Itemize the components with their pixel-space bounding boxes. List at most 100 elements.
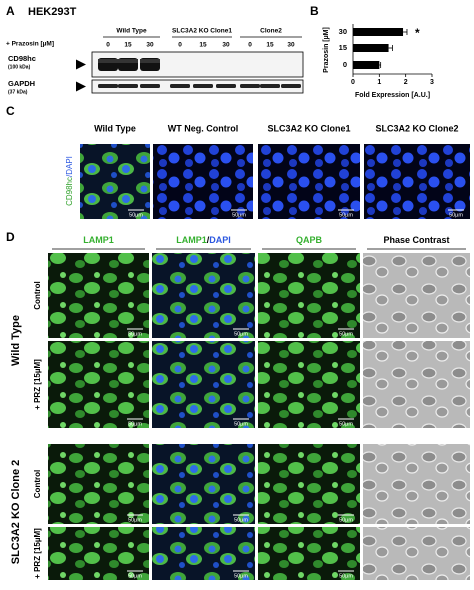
row-label: + PRZ [15µM]: [33, 528, 42, 579]
scale-bar-label: 50µm: [339, 421, 353, 427]
band: [118, 59, 138, 63]
band: [98, 59, 118, 63]
micrograph: [258, 144, 360, 219]
column-header-part: LAMP1: [83, 235, 114, 245]
micrograph: [363, 253, 470, 338]
y-tick-label: 0: [343, 60, 347, 69]
bar: [353, 44, 389, 52]
lane-label: 30: [146, 42, 154, 49]
scale-bar-label: 50µm: [232, 212, 246, 218]
blot-name: GAPDH: [8, 79, 35, 88]
scale-bar-label: 50µm: [339, 517, 353, 523]
micrograph: [258, 341, 360, 428]
scale-bar-label: 50µm: [339, 331, 353, 337]
column-header-part: LAMP1: [176, 235, 207, 245]
lane-label: 15: [124, 42, 132, 49]
stain-part: CD98hc: [65, 177, 74, 206]
micrograph: [48, 527, 149, 580]
lane-label: 15: [266, 42, 274, 49]
group-label: Wild Type: [116, 28, 147, 35]
micrograph: [258, 253, 360, 338]
scale-bar-label: 50µm: [339, 212, 353, 218]
scale-bar-label: 50µm: [128, 573, 142, 579]
cell-line: HEK293T: [28, 6, 77, 18]
column-header: Phase Contrast: [383, 235, 449, 245]
panel-label: C: [6, 104, 15, 118]
scale-bar-label: 50µm: [234, 573, 248, 579]
row-label: Control: [33, 470, 42, 498]
y-tick-label: 15: [339, 43, 347, 52]
band: [98, 84, 118, 88]
scale-bar-label: 50µm: [234, 517, 248, 523]
y-tick-label: 30: [339, 27, 347, 36]
group-label: SLC3A2 KO Clone1: [172, 28, 232, 35]
band: [118, 84, 138, 88]
x-tick-label: 3: [430, 79, 434, 86]
column-header: SLC3A2 KO Clone2: [375, 123, 458, 133]
bar: [353, 28, 404, 36]
column-header: LAMP1: [83, 235, 114, 245]
scale-bar-label: 50µm: [128, 331, 142, 337]
micrograph: [152, 341, 255, 428]
lane-label: 30: [222, 42, 230, 49]
column-header-part: DAPI: [209, 235, 231, 245]
blot-size: (100 kDa): [8, 64, 31, 70]
band: [170, 84, 190, 88]
scale-bar-label: 50µm: [128, 421, 142, 427]
micrograph: [258, 527, 360, 580]
lane-label: 30: [287, 42, 295, 49]
x-tick-label: 1: [377, 79, 381, 86]
x-tick-label: 2: [404, 79, 408, 86]
panel-label: A: [6, 4, 15, 18]
band: [140, 59, 160, 63]
scale-bar-label: 50µm: [234, 421, 248, 427]
group-label: Clone2: [260, 28, 282, 35]
row-label: Control: [33, 281, 42, 309]
column-header: LAMP1/DAPI: [176, 235, 231, 245]
y-axis-label: Prazosin [µM]: [323, 27, 330, 73]
column-header-part: /: [207, 235, 210, 245]
micrograph: [152, 527, 255, 580]
x-tick-label: 0: [351, 79, 355, 86]
row-label: + PRZ [15µM]: [33, 359, 42, 410]
scale-bar-label: 50µm: [234, 331, 248, 337]
lane-label: 0: [248, 42, 252, 49]
column-header-part: Phase Contrast: [383, 235, 449, 245]
blot-name: CD98hc: [8, 54, 36, 63]
scale-bar-label: 50µm: [449, 212, 463, 218]
blot-arrow: [76, 59, 86, 70]
micrograph: [363, 341, 470, 428]
band: [193, 84, 213, 88]
scale-bar-label: 50µm: [129, 212, 143, 218]
micrograph: [152, 253, 255, 338]
micrograph: [48, 444, 149, 524]
blot-arrow: [76, 81, 86, 92]
panel-label: D: [6, 230, 15, 244]
lane-label: 0: [178, 42, 182, 49]
column-header: QAPB: [296, 235, 323, 245]
micrograph: [80, 144, 150, 219]
x-axis-label: Fold Expression [A.U.]: [355, 92, 430, 99]
blot-size: (37 kDa): [8, 89, 28, 95]
band: [240, 84, 260, 88]
lane-label: 15: [199, 42, 207, 49]
scale-bar-label: 50µm: [339, 573, 353, 579]
lane-label: 0: [106, 42, 110, 49]
scale-bar-label: 50µm: [128, 517, 142, 523]
annotation: *: [415, 26, 420, 40]
band: [216, 84, 236, 88]
treatment-label: + Prazosin [µM]: [6, 41, 54, 48]
micrograph: [48, 341, 149, 428]
stain-label: CD98hc/DAPI: [65, 156, 74, 206]
micrograph: [363, 527, 470, 580]
micrograph: [48, 253, 149, 338]
bar: [353, 61, 380, 69]
micrograph: [152, 444, 255, 524]
column-header: WT Neg. Control: [168, 123, 239, 133]
panel-label: B: [310, 4, 319, 18]
column-header: Wild Type: [94, 123, 136, 133]
band: [281, 84, 301, 88]
micrograph: [258, 444, 360, 524]
